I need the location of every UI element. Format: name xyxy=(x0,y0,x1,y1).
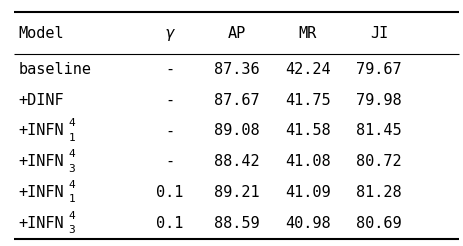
Text: 41.09: 41.09 xyxy=(284,185,330,200)
Text: -: - xyxy=(165,93,174,108)
Text: 89.21: 89.21 xyxy=(213,185,259,200)
Text: 81.45: 81.45 xyxy=(356,123,401,138)
Text: 4: 4 xyxy=(69,149,75,159)
Text: 88.59: 88.59 xyxy=(213,216,259,231)
Text: 4: 4 xyxy=(69,211,75,221)
Text: 81.28: 81.28 xyxy=(356,185,401,200)
Text: 4: 4 xyxy=(69,180,75,190)
Text: 79.98: 79.98 xyxy=(356,93,401,108)
Text: -: - xyxy=(165,123,174,138)
Text: γ: γ xyxy=(165,26,174,41)
Text: 3: 3 xyxy=(69,164,75,173)
Text: +INFN: +INFN xyxy=(19,123,64,138)
Text: 88.42: 88.42 xyxy=(213,154,259,169)
Text: +INFN: +INFN xyxy=(19,154,64,169)
Text: baseline: baseline xyxy=(19,62,91,77)
Text: 87.67: 87.67 xyxy=(213,93,259,108)
Text: +DINF: +DINF xyxy=(19,93,64,108)
Text: AP: AP xyxy=(227,26,245,41)
Text: 4: 4 xyxy=(69,118,75,128)
Text: 1: 1 xyxy=(69,194,75,204)
Text: +INFN: +INFN xyxy=(19,185,64,200)
Text: 89.08: 89.08 xyxy=(213,123,259,138)
Text: 87.36: 87.36 xyxy=(213,62,259,77)
Text: 3: 3 xyxy=(69,225,75,235)
Text: 1: 1 xyxy=(69,133,75,143)
Text: JI: JI xyxy=(369,26,388,41)
Text: 41.58: 41.58 xyxy=(284,123,330,138)
Text: 0.1: 0.1 xyxy=(156,185,183,200)
Text: 0.1: 0.1 xyxy=(156,216,183,231)
Text: -: - xyxy=(165,154,174,169)
Text: 80.72: 80.72 xyxy=(356,154,401,169)
Text: 80.69: 80.69 xyxy=(356,216,401,231)
Text: 79.67: 79.67 xyxy=(356,62,401,77)
Text: +INFN: +INFN xyxy=(19,216,64,231)
Text: 42.24: 42.24 xyxy=(284,62,330,77)
Text: MR: MR xyxy=(298,26,316,41)
Text: 41.75: 41.75 xyxy=(284,93,330,108)
Text: 40.98: 40.98 xyxy=(284,216,330,231)
Text: -: - xyxy=(165,62,174,77)
Text: Model: Model xyxy=(19,26,64,41)
Text: 41.08: 41.08 xyxy=(284,154,330,169)
